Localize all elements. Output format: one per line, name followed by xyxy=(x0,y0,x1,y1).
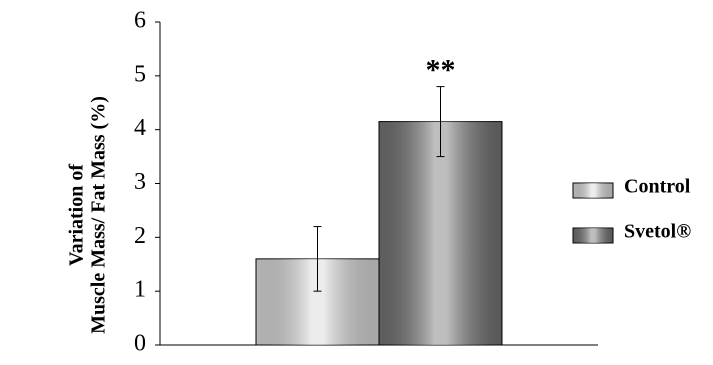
y-tick-label: 0 xyxy=(134,331,146,357)
legend-swatch-shine xyxy=(573,183,613,198)
legend-label: Svetol® xyxy=(624,221,691,243)
bar-shine xyxy=(379,121,502,345)
legend-label: Control xyxy=(624,176,691,198)
y-axis-label: Variation of xyxy=(66,164,88,266)
y-tick-label: 5 xyxy=(134,61,146,87)
y-tick-label: 2 xyxy=(134,223,146,249)
y-tick-label: 3 xyxy=(134,169,146,195)
error-bar xyxy=(313,226,322,292)
legend-swatch-shine xyxy=(573,228,613,243)
annotation: ** xyxy=(426,53,456,86)
y-tick-label: 6 xyxy=(134,8,146,34)
error-bar xyxy=(436,86,445,158)
y-tick-label: 4 xyxy=(134,115,146,141)
y-axis-label: Muscle Mass/ Fat Mass (%) xyxy=(88,96,110,334)
y-tick-label: 1 xyxy=(134,277,146,303)
